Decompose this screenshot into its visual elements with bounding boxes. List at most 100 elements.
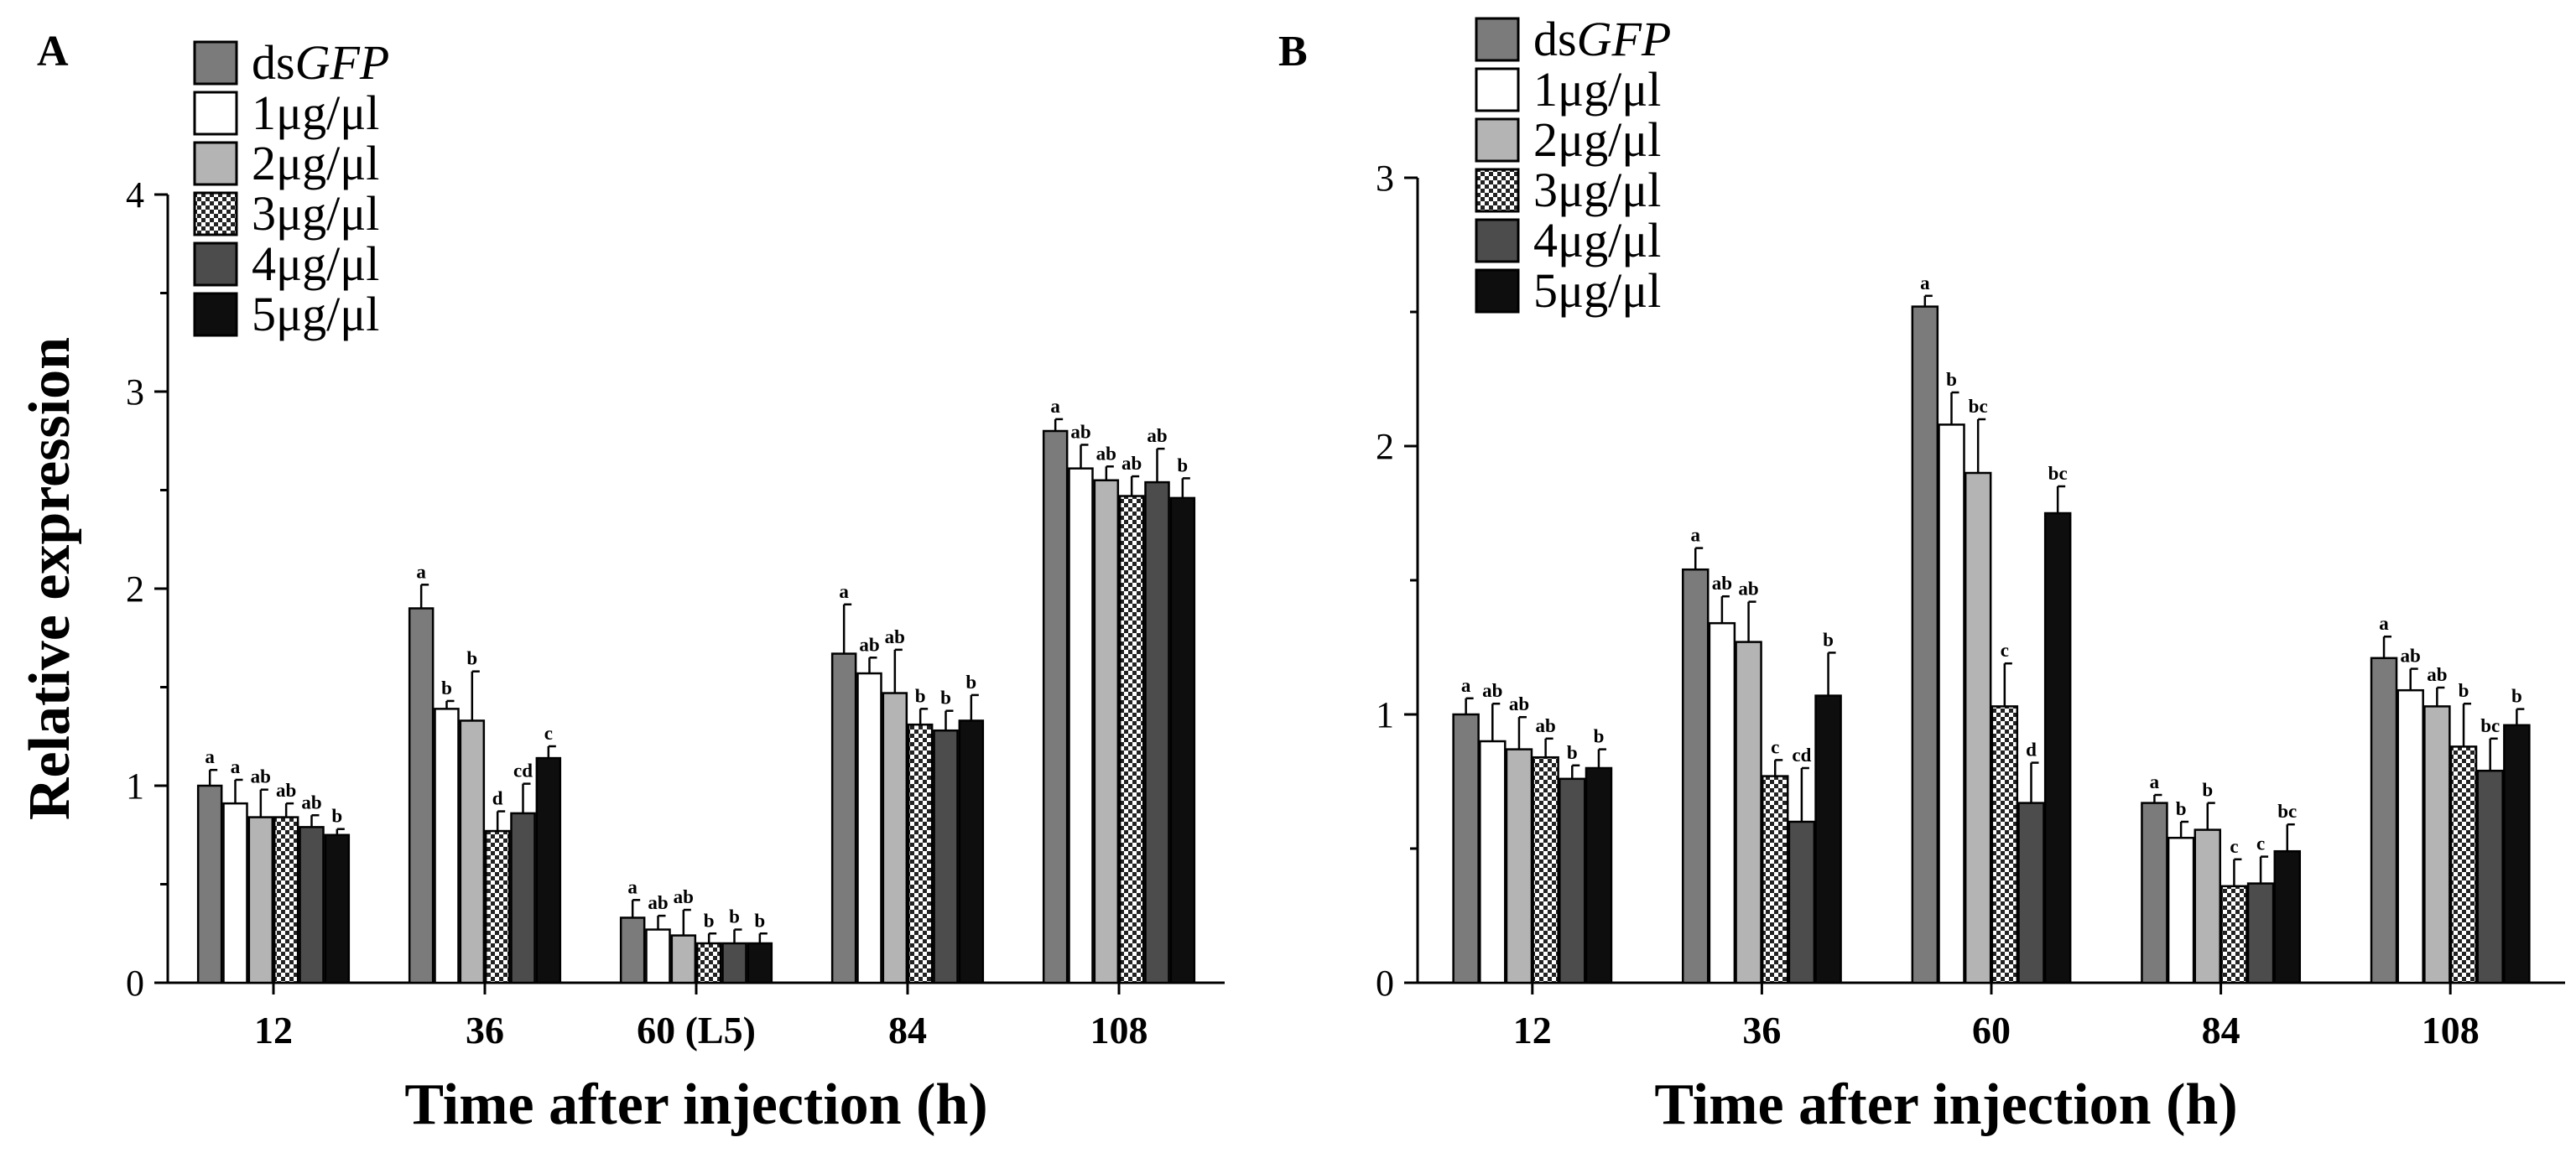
y-tick-label: 2 <box>126 569 144 610</box>
significance-label: a <box>2379 613 2389 634</box>
bar <box>2043 511 2072 984</box>
bar <box>1118 495 1145 984</box>
significance-label: ab <box>1121 453 1142 474</box>
significance-label: a <box>1461 675 1471 696</box>
y-tick-label: 3 <box>1376 158 1394 199</box>
bar <box>1532 756 1559 984</box>
bar <box>459 719 486 984</box>
y-tick-label: 4 <box>126 174 144 216</box>
bar <box>1708 621 1736 984</box>
significance-label: cd <box>513 761 533 782</box>
significance-label: b <box>1946 369 1957 390</box>
significance-label: ab <box>1712 573 1732 594</box>
significance-label: ab <box>1509 693 1529 714</box>
bar <box>1144 480 1170 984</box>
x-tick-label: 12 <box>1513 1009 1552 1052</box>
bar <box>1681 568 1710 984</box>
bar <box>1991 705 2019 984</box>
bar <box>1761 775 1789 984</box>
significance-label: ab <box>1482 680 1502 701</box>
significance-label: a <box>839 581 849 602</box>
bar <box>2273 849 2302 984</box>
bar <box>1735 641 1762 984</box>
bar <box>299 826 325 984</box>
significance-label: ab <box>301 792 321 813</box>
y-tick-label: 1 <box>126 766 144 807</box>
bar <box>830 652 857 984</box>
legend-label: 3μg/μl <box>252 186 379 241</box>
significance-label: bc <box>2480 715 2500 736</box>
significance-label: b <box>1567 742 1578 763</box>
legend-swatch <box>1475 117 1520 163</box>
bar <box>619 917 646 984</box>
bar <box>2503 724 2531 984</box>
bar <box>2246 882 2275 984</box>
panel-a-y-axis-title: Relative expression <box>18 337 82 820</box>
significance-label: c <box>544 723 553 744</box>
significance-label: ab <box>1147 425 1167 446</box>
significance-label: d <box>2026 740 2037 761</box>
significance-label: a <box>205 746 215 767</box>
bar <box>695 942 722 984</box>
significance-label: b <box>1177 454 1188 475</box>
legend-label: 1μg/μl <box>1533 62 1661 117</box>
bar <box>670 934 697 984</box>
y-tick-label: 1 <box>1376 694 1394 735</box>
significance-label: b <box>754 910 765 931</box>
bar <box>2370 657 2398 984</box>
significance-label: b <box>2511 686 2522 707</box>
x-tick-label: 36 <box>466 1009 504 1052</box>
significance-label: c <box>2256 833 2265 854</box>
panel-b-label: B <box>1278 28 1308 75</box>
significance-label: ab <box>2401 646 2421 667</box>
significance-label: c <box>2230 836 2238 857</box>
x-tick-label: 60 <box>1972 1009 2011 1052</box>
legend-swatch <box>193 191 238 236</box>
significance-label: d <box>492 788 503 809</box>
legend-swatch <box>1475 168 1520 213</box>
bar <box>1505 748 1533 984</box>
significance-label: b <box>1594 726 1605 747</box>
significance-label: a <box>627 876 637 897</box>
bar <box>721 942 747 984</box>
legend-label: 5μg/μl <box>252 287 379 341</box>
significance-label: ab <box>1070 421 1090 442</box>
legend-label: 2μg/μl <box>252 136 379 190</box>
bar <box>907 723 934 984</box>
significance-label: b <box>965 672 976 693</box>
significance-label: a <box>2150 771 2160 792</box>
bar <box>856 672 882 984</box>
bar <box>958 719 985 984</box>
bar <box>2194 828 2222 984</box>
bar <box>2220 885 2248 984</box>
bar <box>1585 766 1613 984</box>
bar <box>1452 713 1480 984</box>
legend-swatch <box>193 91 238 136</box>
bar <box>1964 471 1992 984</box>
bar <box>1559 777 1586 984</box>
bar <box>1169 496 1196 984</box>
bar <box>1093 479 1120 984</box>
legend-swatch <box>1475 17 1520 62</box>
legend-swatch <box>1475 268 1520 314</box>
panel-a-x-axis-title: Time after injection (h) <box>404 1072 987 1137</box>
bar <box>2476 769 2504 984</box>
y-tick-label: 0 <box>126 963 144 1004</box>
bar <box>510 812 536 984</box>
bar <box>933 729 959 984</box>
significance-label: b <box>2202 780 2213 801</box>
bar <box>747 942 773 984</box>
legend-label: dsGFP <box>252 35 389 90</box>
legend-swatch <box>1475 67 1520 112</box>
legend-label: 3μg/μl <box>1533 163 1661 217</box>
significance-label: b <box>940 688 951 709</box>
x-tick-label: 12 <box>254 1009 293 1052</box>
bar <box>247 816 274 984</box>
significance-label: ab <box>276 780 296 801</box>
bar <box>273 816 299 984</box>
y-tick-label: 3 <box>126 371 144 413</box>
bar <box>645 928 671 984</box>
